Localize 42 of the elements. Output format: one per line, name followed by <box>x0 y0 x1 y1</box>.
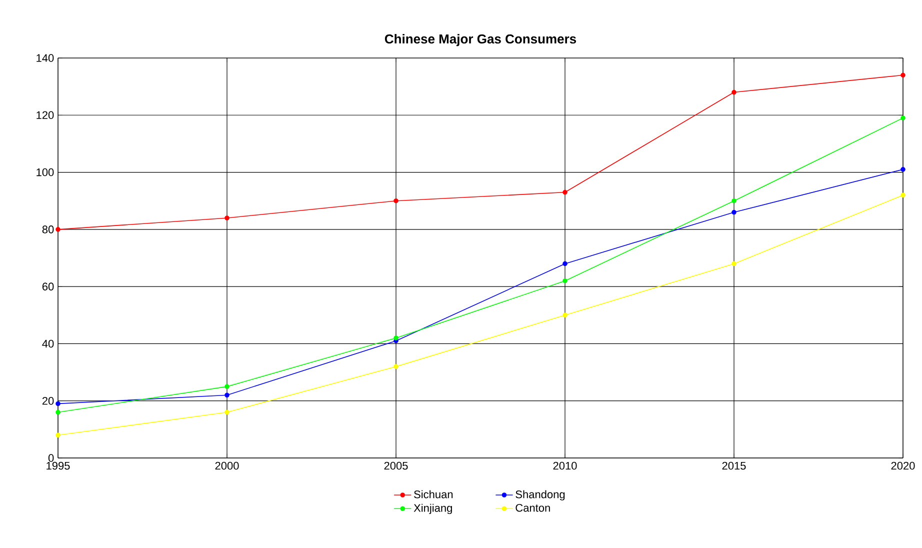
legend-label: Sichuan <box>414 490 453 498</box>
y-tick-label: 80 <box>42 226 54 234</box>
point <box>394 336 398 340</box>
x-tick-label: 2010 <box>553 462 577 470</box>
point <box>732 90 736 95</box>
y-tick-label: 60 <box>42 282 54 290</box>
point <box>900 116 906 120</box>
point <box>224 216 230 220</box>
point <box>56 227 60 232</box>
point <box>224 410 230 415</box>
point <box>732 261 736 266</box>
point <box>562 190 568 195</box>
x-tick-label: 2000 <box>215 462 239 470</box>
chart-title: Chinese Major Gas Consumers <box>384 34 576 46</box>
point <box>56 401 60 406</box>
point <box>732 210 736 215</box>
point <box>562 278 568 284</box>
x-tick-label: 2020 <box>891 462 915 470</box>
x-tick-label: 2005 <box>384 462 408 470</box>
y-tick-label: 20 <box>42 396 54 405</box>
point <box>900 192 906 198</box>
legend-label: Canton <box>516 504 550 512</box>
legend-label: Xinjiang <box>414 504 452 514</box>
y-tick-label: 120 <box>36 111 54 120</box>
y-tick-label: 40 <box>42 340 54 348</box>
point <box>394 364 398 369</box>
y-tick-label: 100 <box>36 168 54 176</box>
y-tick-label: 0 <box>48 454 54 462</box>
point <box>562 261 568 266</box>
x-tick-label: 2015 <box>722 462 746 470</box>
y-tick-label: 140 <box>36 54 54 62</box>
point <box>56 410 60 415</box>
point <box>394 198 398 204</box>
point <box>900 72 906 78</box>
legend-label: Shandong <box>516 490 565 500</box>
point <box>224 384 230 389</box>
point <box>562 312 568 318</box>
point <box>732 198 736 204</box>
point <box>224 392 230 398</box>
x-tick-label: 1995 <box>46 462 70 470</box>
point <box>900 167 906 172</box>
point <box>56 432 60 438</box>
